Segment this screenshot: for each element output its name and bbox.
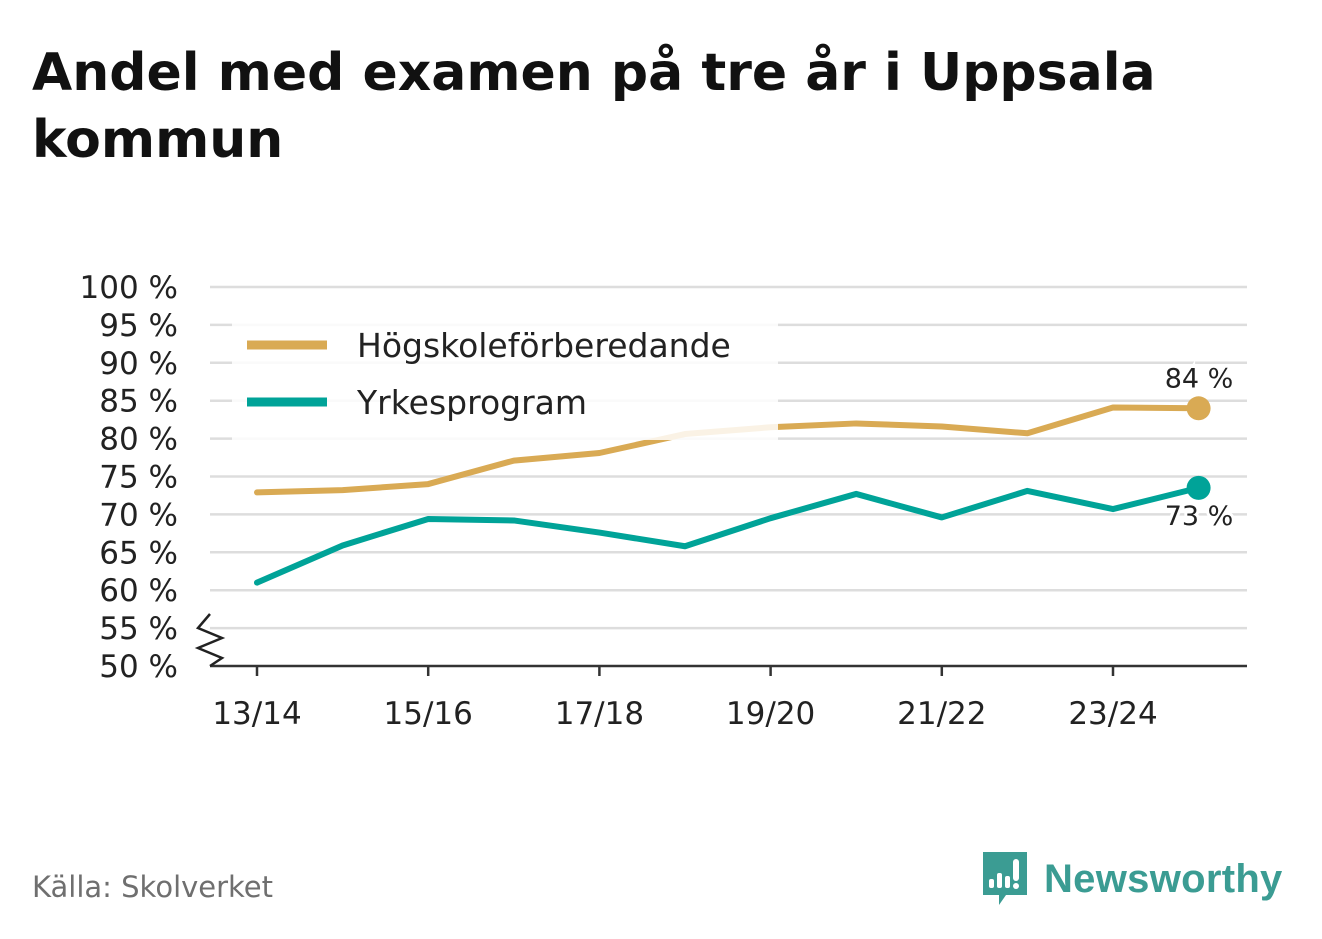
series-line-1 bbox=[254, 484, 1202, 586]
x-tick-label-19/20: 19/20 bbox=[726, 696, 815, 732]
source-note: Källa: Skolverket bbox=[32, 870, 274, 904]
y-tick-label-90: 90 % bbox=[99, 346, 178, 382]
brand-logo: Newsworthy bbox=[980, 848, 1283, 910]
legend-label-0: Högskoleförberedande bbox=[357, 326, 731, 365]
y-tick-label-55: 55 % bbox=[99, 611, 178, 647]
y-tick-label-75: 75 % bbox=[99, 460, 178, 496]
brand-name: Newsworthy bbox=[1044, 856, 1283, 901]
end-marker-1 bbox=[1186, 475, 1211, 500]
y-tick-label-85: 85 % bbox=[99, 384, 178, 420]
x-tick-label-21/22: 21/22 bbox=[897, 696, 986, 732]
y-tick-label-65: 65 % bbox=[99, 535, 178, 571]
legend: Högskoleförberedande Yrkesprogram bbox=[232, 322, 778, 440]
end-label-0: 84 % bbox=[1165, 363, 1234, 394]
y-axis-ticks: 50 %55 %60 %65 %70 %75 %80 %85 %90 %95 %… bbox=[80, 270, 178, 685]
y-tick-label-60: 60 % bbox=[99, 573, 178, 609]
chart-title: Andel med examen på tre år i Uppsala kom… bbox=[32, 43, 1156, 170]
x-tick-label-13/14: 13/14 bbox=[212, 696, 301, 732]
y-tick-label-50: 50 % bbox=[99, 649, 178, 685]
axis-break-zigzag bbox=[194, 613, 226, 668]
y-tick-label-70: 70 % bbox=[99, 497, 178, 533]
x-tick-label-23/24: 23/24 bbox=[1068, 696, 1157, 732]
legend-label-1: Yrkesprogram bbox=[356, 383, 587, 422]
x-axis: 13/14 15/16 17/18 19/20 21/22 23/24 bbox=[194, 613, 1247, 732]
end-label-1: 73 % bbox=[1165, 501, 1234, 532]
x-tick-label-17/18: 17/18 bbox=[555, 696, 644, 732]
y-tick-label-100: 100 % bbox=[80, 270, 178, 306]
y-tick-label-80: 80 % bbox=[99, 422, 178, 458]
end-marker-0 bbox=[1186, 396, 1211, 421]
y-tick-label-95: 95 % bbox=[99, 308, 178, 344]
end-labels: 84 % 73 % bbox=[1162, 360, 1237, 535]
bar-chart-speech-bubble-icon bbox=[983, 852, 1027, 905]
x-tick-label-15/16: 15/16 bbox=[384, 696, 473, 732]
